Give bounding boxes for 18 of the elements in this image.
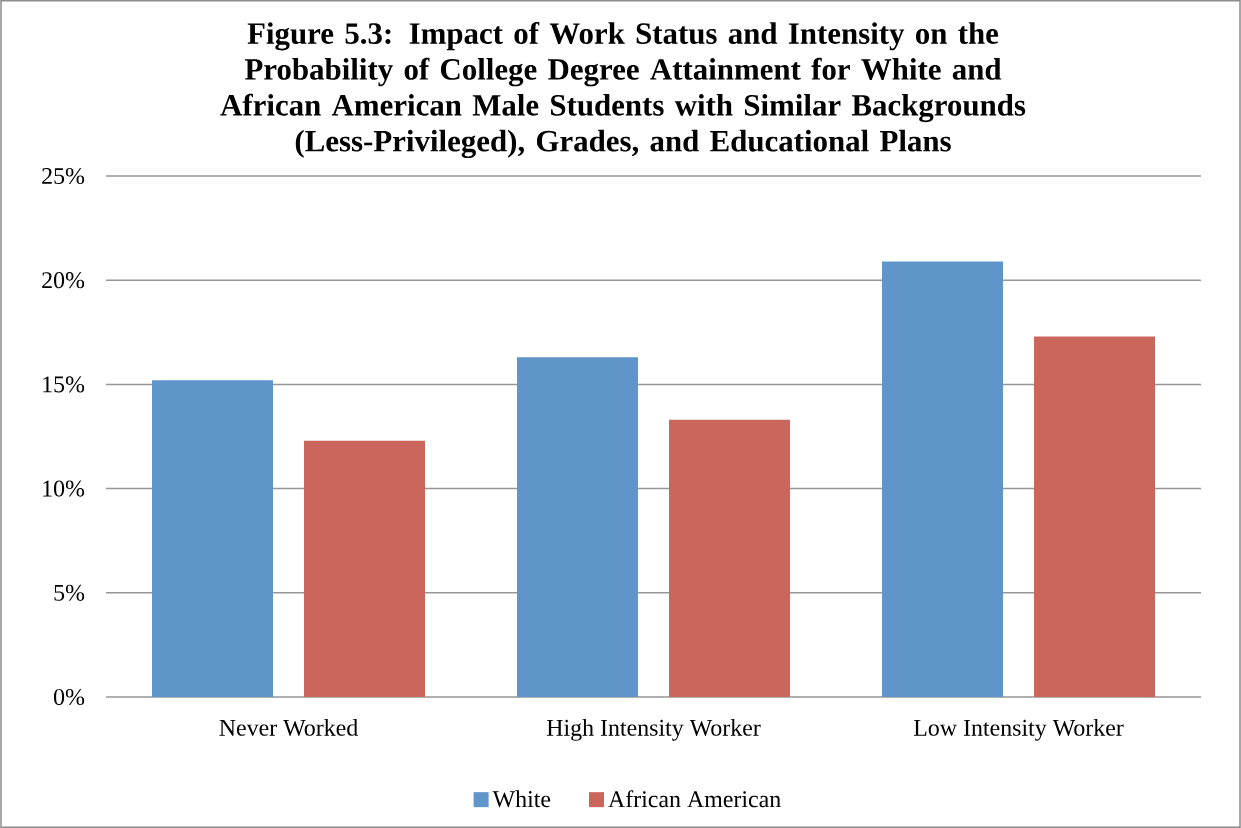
x-tick-label: High Intensity Worker bbox=[546, 719, 761, 741]
y-tick-label: 0% bbox=[53, 688, 85, 706]
y-tick-label: 15% bbox=[43, 376, 85, 393]
x-tick-label: Never Worked bbox=[219, 719, 358, 737]
y-tick-label: 5% bbox=[54, 584, 85, 601]
bar bbox=[1034, 336, 1156, 697]
bar bbox=[882, 261, 1004, 697]
y-tick-label: 25% bbox=[42, 167, 85, 185]
bar bbox=[152, 380, 273, 697]
x-tick-label: Low Intensity Worker bbox=[913, 719, 1124, 741]
bar bbox=[669, 419, 791, 697]
bar bbox=[517, 357, 638, 697]
legend-label: African American bbox=[608, 790, 781, 808]
chart-title: Figure 5.3: Impact of Work Status and Intensity on the Probability of College Degree Attainment for White and African American Male Students with Similar Backgrounds (Less-Privileged), Grades, and Educational Plans bbox=[220, 21, 1026, 159]
legend-label: White bbox=[492, 790, 551, 808]
y-tick-label: 20% bbox=[42, 272, 85, 289]
y-tick-label: 10% bbox=[43, 480, 85, 497]
bar bbox=[304, 440, 425, 697]
